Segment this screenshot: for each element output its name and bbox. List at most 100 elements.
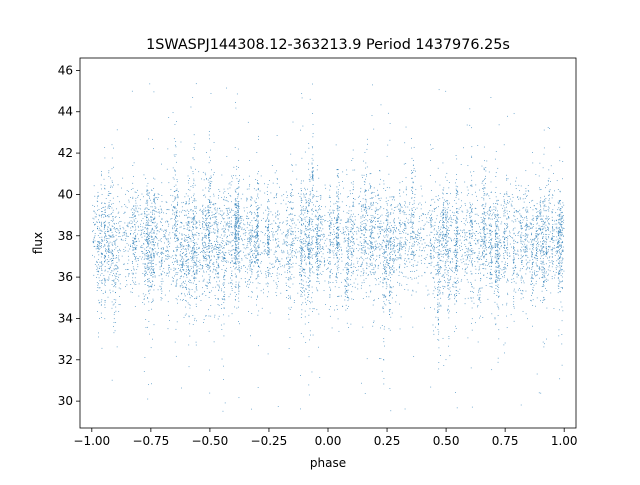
data-point	[193, 277, 195, 279]
data-point	[469, 108, 471, 110]
data-point	[152, 263, 154, 264]
data-point	[390, 258, 392, 260]
data-point	[483, 250, 484, 252]
data-point	[361, 245, 363, 246]
data-point	[375, 207, 377, 209]
data-point	[345, 228, 347, 230]
data-point	[541, 246, 543, 248]
data-point	[554, 245, 555, 247]
data-point	[534, 238, 535, 240]
data-point	[442, 250, 444, 251]
data-point	[249, 232, 251, 234]
data-point	[111, 258, 113, 259]
data-point	[333, 231, 335, 233]
data-point	[101, 194, 103, 195]
data-point	[448, 219, 449, 220]
data-point	[530, 207, 531, 208]
data-point	[165, 274, 167, 276]
data-point	[316, 234, 318, 236]
data-point	[551, 238, 553, 240]
data-point	[311, 170, 313, 172]
data-point	[343, 187, 345, 189]
data-point	[265, 251, 267, 253]
data-point	[393, 259, 395, 261]
data-point	[485, 212, 487, 214]
data-point	[430, 250, 432, 252]
data-point	[107, 279, 109, 281]
data-point	[209, 185, 211, 187]
data-point	[352, 238, 354, 240]
data-point	[498, 124, 500, 126]
data-point	[371, 246, 373, 248]
data-point	[472, 263, 473, 265]
data-point	[190, 250, 192, 252]
data-point	[192, 173, 194, 175]
data-point	[109, 224, 110, 226]
data-point	[206, 271, 207, 273]
data-point	[438, 289, 440, 291]
data-point	[420, 185, 422, 187]
data-point	[257, 212, 258, 213]
data-point	[255, 250, 257, 252]
data-point	[215, 222, 217, 224]
data-point	[361, 258, 363, 259]
data-point	[557, 214, 559, 216]
data-point	[255, 225, 257, 227]
data-point	[526, 196, 527, 197]
data-point	[130, 284, 132, 285]
data-point	[307, 296, 309, 298]
data-point	[202, 237, 204, 239]
data-point	[151, 216, 152, 218]
data-point	[485, 204, 487, 206]
data-point	[278, 261, 280, 262]
data-point	[404, 241, 406, 243]
data-point	[159, 261, 161, 263]
data-point	[381, 247, 383, 249]
data-point	[115, 284, 116, 285]
data-point	[450, 293, 452, 295]
data-point	[461, 205, 462, 207]
data-point	[308, 256, 310, 258]
data-point	[169, 242, 171, 244]
data-point	[184, 286, 186, 288]
data-point	[438, 368, 440, 370]
data-point	[438, 284, 439, 285]
data-point	[515, 210, 517, 212]
data-point	[108, 244, 109, 246]
data-point	[238, 186, 240, 188]
data-point	[557, 242, 559, 244]
data-point	[491, 277, 492, 279]
data-point	[337, 176, 339, 178]
data-point	[146, 202, 148, 204]
data-point	[432, 324, 434, 326]
data-point	[175, 257, 176, 259]
data-point	[526, 224, 528, 225]
data-point	[310, 268, 312, 270]
data-point	[481, 213, 483, 215]
data-point	[372, 272, 374, 273]
data-point	[303, 291, 305, 293]
data-point	[350, 264, 352, 266]
data-point	[250, 236, 251, 238]
data-point	[513, 247, 514, 249]
data-point	[300, 241, 302, 243]
data-point	[536, 236, 538, 237]
data-point	[152, 266, 154, 267]
data-point	[485, 261, 487, 262]
data-point	[531, 219, 533, 221]
data-point	[214, 248, 216, 250]
data-point	[539, 203, 541, 205]
data-point	[561, 225, 562, 227]
data-point	[118, 274, 120, 276]
data-point	[350, 182, 352, 184]
data-point	[559, 281, 561, 283]
data-point	[364, 198, 366, 200]
data-point	[208, 211, 210, 213]
data-point	[204, 242, 206, 244]
data-point	[477, 341, 479, 343]
data-point	[96, 222, 98, 223]
data-point	[386, 240, 388, 242]
data-point	[495, 279, 496, 281]
data-point	[404, 263, 406, 265]
data-point	[441, 243, 443, 245]
